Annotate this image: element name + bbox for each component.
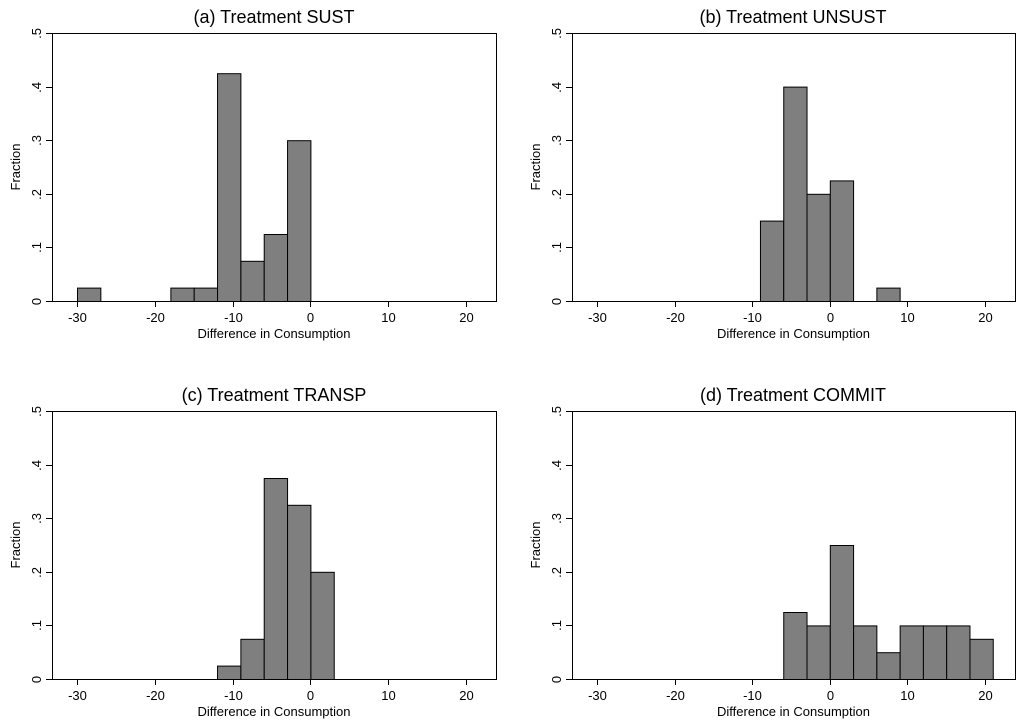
x-tick-label: -20 [146, 310, 165, 325]
y-tick-label: .4 [29, 82, 44, 93]
y-axis-title: Fraction [8, 144, 23, 191]
y-tick-label: .3 [29, 135, 44, 146]
histogram-bar [263, 478, 289, 680]
x-tick-label: -30 [588, 688, 607, 703]
y-tick-label: .3 [29, 513, 44, 524]
y-tick-label: .1 [549, 620, 564, 631]
y-tick-label: .2 [549, 567, 564, 578]
panel-title: (c) Treatment TRANSP [182, 385, 367, 405]
x-axis-title: Difference in Consumption [198, 326, 351, 341]
histogram-bar [77, 287, 102, 303]
x-axis-title: Difference in Consumption [717, 704, 870, 719]
y-tick-label: .3 [549, 513, 564, 524]
histogram-bar [240, 260, 265, 302]
x-tick-label: 10 [381, 688, 395, 703]
histogram-bar [853, 625, 878, 681]
x-axis-title: Difference in Consumption [198, 704, 351, 719]
x-tick-label: 10 [900, 310, 914, 325]
x-tick-label: 10 [900, 688, 914, 703]
y-tick-label: .5 [549, 406, 564, 417]
x-tick-label: 20 [978, 688, 992, 703]
histogram-bar [170, 287, 195, 303]
x-tick-label: 10 [381, 310, 395, 325]
histogram-bar [263, 234, 289, 302]
y-tick-label: .4 [29, 460, 44, 471]
histogram-bar [876, 652, 901, 681]
x-tick-label: -10 [224, 310, 243, 325]
histogram-bar [783, 612, 808, 680]
x-tick-label: 20 [459, 310, 473, 325]
y-axis-title: Fraction [528, 522, 543, 569]
histogram-bar [969, 638, 994, 680]
y-tick-label: .2 [29, 189, 44, 200]
histogram-bar [899, 625, 924, 681]
x-tick-label: 20 [978, 310, 992, 325]
chart-panel-4: (d) Treatment COMMIT -30 -20 -10 0 10 20 0 .1 .2.… [528, 385, 1016, 719]
y-tick-label: .3 [549, 135, 564, 146]
chart-panel-2: (b) Treatment UNSUST -30 -20 -10 0 10 20 0 .1 .2.… [528, 7, 1016, 341]
y-tick-label: .5 [29, 406, 44, 417]
panel-title: (a) Treatment SUST [193, 7, 354, 27]
x-tick-label: 0 [827, 688, 834, 703]
y-tick-label: .2 [549, 189, 564, 200]
histogram-bar [829, 180, 855, 302]
x-tick-label: 20 [459, 688, 473, 703]
histogram-bar [217, 73, 242, 302]
y-tick-label: 0 [29, 676, 44, 683]
x-tick-label: -20 [666, 688, 685, 703]
x-tick-label: 0 [307, 688, 314, 703]
y-tick-label: .4 [549, 460, 564, 471]
histogram-bar [783, 86, 808, 302]
y-tick-label: .2 [29, 567, 44, 578]
x-tick-label: -20 [146, 688, 165, 703]
y-tick-label: .1 [29, 620, 44, 631]
histogram-bar [829, 545, 855, 680]
y-tick-label: 0 [549, 298, 564, 305]
histogram-bar [287, 140, 312, 302]
chart-panel-3: (c) Treatment TRANSP -30 -20 -10 0 10 20 0 .1 .2.… [8, 385, 497, 719]
y-axis-title: Fraction [8, 522, 23, 569]
x-tick-label: -30 [68, 310, 87, 325]
x-tick-label: -10 [743, 310, 762, 325]
histogram-bar [217, 665, 242, 680]
histogram-bar [287, 504, 312, 680]
panel-title: (b) Treatment UNSUST [699, 7, 886, 27]
y-tick-label: .5 [549, 28, 564, 39]
histogram-bar [806, 193, 831, 302]
x-tick-label: 0 [307, 310, 314, 325]
y-tick-label: .5 [29, 28, 44, 39]
y-tick-label: .1 [549, 242, 564, 253]
x-tick-label: -30 [68, 688, 87, 703]
y-tick-label: 0 [29, 298, 44, 305]
histogram-bar [310, 571, 335, 680]
histogram-bar [806, 625, 831, 681]
y-tick-label: .4 [549, 82, 564, 93]
y-tick-label: 0 [549, 676, 564, 683]
y-axis-title: Fraction [528, 144, 543, 191]
histogram-bar [946, 625, 971, 681]
x-axis-title: Difference in Consumption [717, 326, 870, 341]
y-tick-label: .1 [29, 242, 44, 253]
histogram-bar [922, 625, 948, 681]
histogram-bar [240, 638, 265, 680]
chart-panel-1: (a) Treatment SUST -30 -20 -10 0 10 20 0 .1 .2 .3.… [8, 7, 497, 341]
histogram-bar [876, 287, 901, 303]
x-tick-label: -20 [666, 310, 685, 325]
histogram-bar [193, 287, 219, 303]
x-tick-label: -10 [224, 688, 243, 703]
panel-title: (d) Treatment COMMIT [700, 385, 886, 405]
x-tick-label: 0 [827, 310, 834, 325]
x-tick-label: -10 [743, 688, 762, 703]
histogram-bar [759, 220, 785, 303]
x-tick-label: -30 [588, 310, 607, 325]
